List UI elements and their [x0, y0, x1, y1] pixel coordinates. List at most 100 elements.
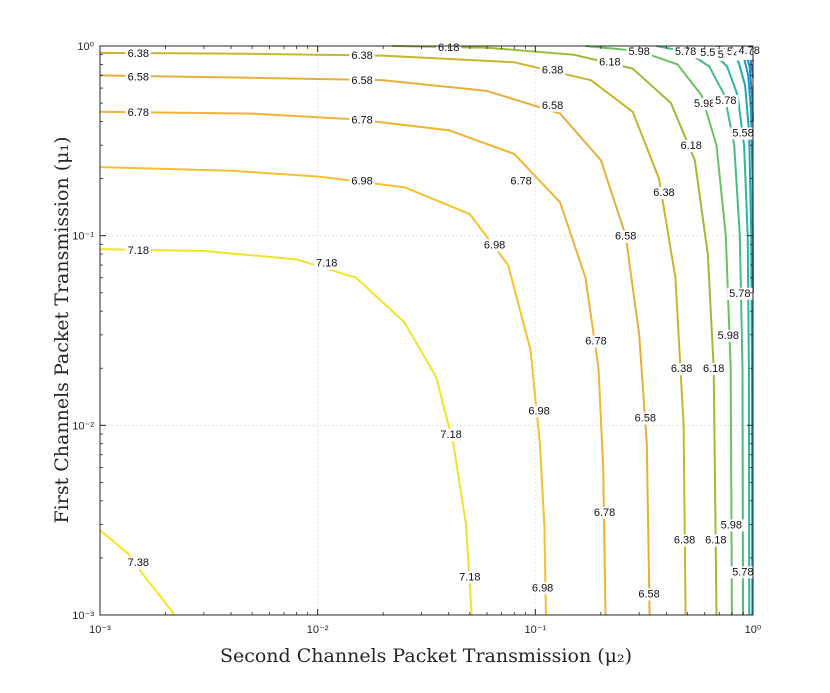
contour-label: 6.58	[635, 412, 656, 424]
contour-label: 6.58	[128, 72, 149, 84]
contour-label: 4.78	[738, 45, 759, 57]
contour-label-background	[678, 140, 704, 153]
contour-line	[99, 74, 651, 616]
y-tick-label: 10⁻¹	[72, 231, 94, 243]
contour-label: 6.58	[638, 588, 659, 600]
contour-label-background	[529, 582, 556, 595]
x-tick-label: 10⁻³	[89, 624, 111, 636]
contour-line	[99, 110, 607, 616]
contour-label-background	[597, 56, 623, 69]
y-tick-label: 10⁰	[77, 41, 94, 53]
x-tick-label: 10⁰	[745, 624, 762, 636]
contour-label: 5.98	[628, 46, 649, 58]
contour-label: 6.78	[585, 336, 606, 348]
contour-label: 6.78	[351, 114, 372, 126]
contour-label-background	[718, 519, 745, 532]
contour-line	[392, 45, 718, 616]
grid	[100, 46, 753, 615]
contour-label: 6.98	[351, 176, 372, 188]
contour-label: 7.18	[128, 245, 149, 257]
contour-label: 5.78	[732, 566, 753, 578]
contour-label-background	[651, 186, 677, 199]
contour-label: 6.78	[510, 176, 531, 188]
contour-label-background	[692, 98, 718, 111]
contour-label-background	[508, 175, 534, 188]
contour-label-background	[730, 127, 756, 140]
y-tick-label: 10⁻²	[72, 420, 94, 432]
contour-label-background	[727, 287, 753, 300]
contour-label-background	[349, 50, 375, 63]
contour-label-background	[349, 75, 375, 88]
contour-label: 6.38	[351, 50, 372, 62]
contour-label: 6.38	[542, 65, 563, 77]
x-tick-label: 10⁻²	[307, 624, 329, 636]
contour-label: 6.18	[703, 363, 724, 375]
contour-label: 6.18	[599, 56, 620, 68]
contour-label-background	[632, 412, 658, 425]
contour-label-background	[591, 506, 618, 519]
contour-label: 6.78	[128, 107, 149, 119]
contour-label: 7.18	[459, 571, 480, 583]
contour-label: 6.58	[351, 75, 372, 87]
contour-label-background	[636, 588, 662, 601]
contour-line	[99, 248, 473, 616]
contour-label-background	[715, 329, 742, 342]
contour-label-background	[539, 99, 566, 112]
contour-label-background	[481, 239, 508, 252]
contour-label: 6.98	[532, 582, 553, 594]
contour-line	[99, 51, 687, 616]
contour-label-background	[713, 94, 739, 107]
contour-label: 5.98	[718, 330, 739, 342]
contour-label-background	[539, 64, 566, 77]
contour-label: 5.78	[729, 288, 750, 300]
x-tick-label: 10⁻¹	[524, 624, 546, 636]
contour-label-background	[730, 566, 756, 579]
contour-label: 6.98	[484, 239, 505, 251]
contour-label-background	[313, 257, 340, 270]
contour-label: 5.78	[675, 46, 696, 58]
contour-label-background	[125, 106, 152, 119]
contour-label: 7.38	[128, 557, 149, 569]
y-tick-label: 10⁻³	[72, 610, 94, 622]
contour-labels: 7.38 7.18 7.18 7.18 7.18 6.98 6.98 6.98 6.98 6.78…	[125, 41, 762, 601]
contour-label: 5.58	[732, 127, 753, 139]
contour-label-background	[612, 230, 639, 243]
contour-lines	[99, 45, 754, 616]
contour-label: 6.38	[128, 48, 149, 60]
contour-label: 6.18	[705, 535, 726, 547]
contour-label-background	[125, 557, 152, 570]
contour-label-background	[672, 46, 699, 59]
contour-label: 6.18	[680, 140, 701, 152]
contour-label: 6.58	[542, 100, 563, 112]
contour-label-background	[668, 363, 695, 376]
contour-label-background	[526, 405, 552, 418]
contour-label: 6.78	[594, 507, 615, 519]
contour-label: 5.98	[721, 520, 742, 532]
contour-label-background	[671, 534, 698, 547]
contour-label-background	[703, 534, 729, 547]
contour-label: 5.78	[715, 95, 736, 107]
contour-label: 7.18	[316, 258, 337, 270]
contour-label-background	[125, 71, 152, 84]
contour-label-background	[125, 47, 152, 60]
contour-label-background	[457, 571, 483, 584]
contour-label: 7.18	[440, 429, 461, 441]
contour-label: 5.98	[694, 98, 715, 110]
contour-label: 6.98	[528, 405, 549, 417]
contour-line	[99, 529, 176, 616]
contour-label-background	[583, 335, 609, 348]
y-axis-label: First Channels Packet Transmission (μ₁)	[51, 136, 73, 523]
contour-label-background	[125, 245, 152, 258]
contour-label-background	[349, 114, 375, 127]
plot-frame	[99, 45, 754, 616]
plot-area	[100, 46, 753, 615]
contour-label-background	[626, 46, 652, 59]
x-axis-label: Second Channels Packet Transmission (μ₂)	[220, 645, 632, 667]
contour-label: 6.38	[671, 363, 692, 375]
axis-ticks: 10⁻³ 10⁻² 10⁻¹ 10⁰ 10⁻³ 10⁻² 10⁻¹ 10⁰	[72, 41, 762, 636]
contour-label: 6.38	[674, 535, 695, 547]
contour-label: 6.58	[615, 231, 636, 243]
contour-label-background	[438, 429, 464, 442]
contour-label-background	[349, 175, 375, 188]
